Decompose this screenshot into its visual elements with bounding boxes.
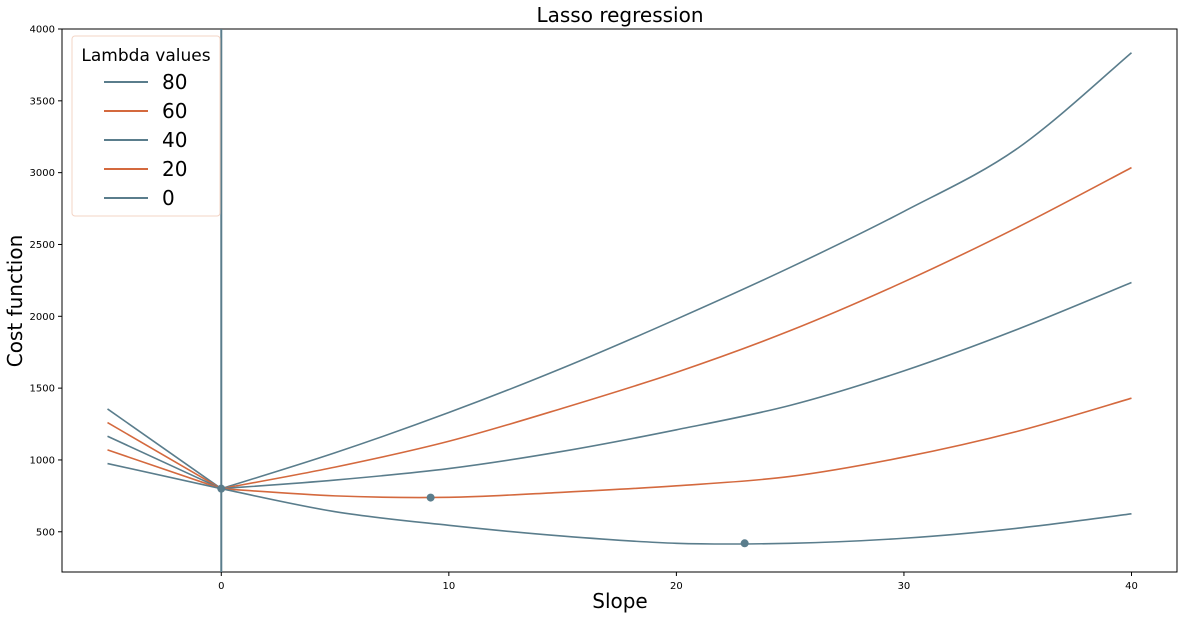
plot-frame (61, 28, 1178, 573)
legend-title: Lambda values (81, 46, 210, 66)
legend-label: 40 (162, 128, 187, 152)
y-tick-label: 3500 (30, 96, 55, 107)
y-tick-label: 4000 (30, 25, 55, 36)
y-tick-label: 1000 (30, 455, 55, 466)
y-axis-label: Cost function (3, 235, 27, 368)
minimum-marker (426, 493, 435, 502)
series-line-60 (221, 166, 1132, 490)
series-line-0-left (107, 462, 222, 490)
legend: Lambda values 80 60 40 20 0 (71, 35, 221, 217)
x-tick-label: 30 (898, 581, 911, 592)
minimum-marker (740, 539, 749, 548)
series-line-0 (221, 487, 1132, 545)
legend-label: 60 (162, 99, 187, 123)
x-tick-label: 40 (1125, 581, 1138, 592)
legend-label: 20 (162, 157, 187, 181)
series-line-20-left (107, 449, 222, 490)
y-tick-label: 2500 (30, 240, 55, 251)
x-tick-label: 0 (218, 581, 224, 592)
series-line-40 (221, 281, 1132, 490)
series-line-80 (221, 52, 1133, 490)
plot-area: 0 10 20 30 40 500 1000 1500 2000 2500 3000 3500 4000… (30, 25, 1178, 592)
series-line-80-left (107, 408, 222, 490)
x-tick-label: 10 (442, 581, 455, 592)
series-line-20 (221, 397, 1132, 499)
x-tick-label: 20 (670, 581, 683, 592)
y-tick-label: 500 (36, 527, 55, 538)
legend-label: 0 (162, 186, 175, 210)
y-tick-label: 2000 (30, 312, 55, 323)
y-tick-label: 1500 (30, 384, 55, 395)
legend-label: 80 (162, 70, 187, 94)
y-tick-label: 3000 (30, 168, 55, 179)
x-axis-label: Slope (592, 589, 648, 613)
minimum-marker (217, 484, 226, 493)
series-line-60-left (107, 421, 222, 490)
series-line-40-left (107, 435, 222, 490)
chart-title: Lasso regression (536, 3, 703, 27)
